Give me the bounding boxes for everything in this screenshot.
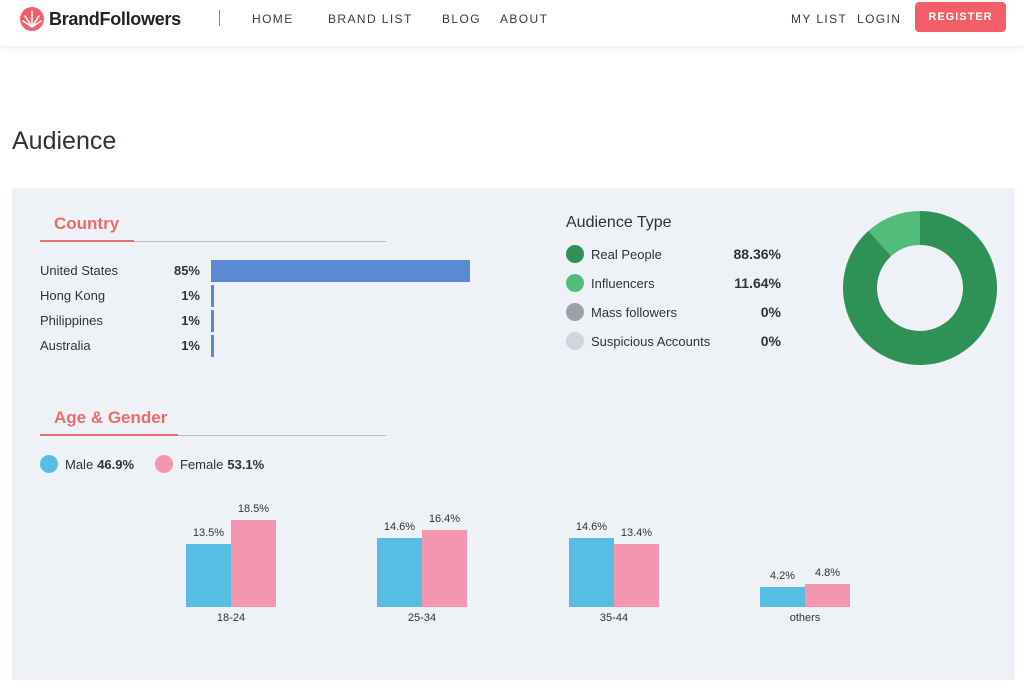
age-group-label: 18-24 xyxy=(216,612,246,624)
audience-type-donut-chart xyxy=(843,211,997,365)
country-bar xyxy=(211,285,215,307)
brand-name: BrandFollowers xyxy=(49,8,181,29)
female-legend-dot-icon xyxy=(155,455,173,473)
country-heading-accent xyxy=(40,240,134,242)
audience-type-row: Real People 88.36% xyxy=(566,243,786,265)
country-row: Hong Kong 1% xyxy=(40,285,480,307)
country-percent: 1% xyxy=(181,288,200,303)
nav-link-blog[interactable]: BLOG xyxy=(442,12,481,26)
age-gender-heading-underline xyxy=(40,434,386,436)
male-bar xyxy=(377,538,422,607)
audience-type-label: Influencers xyxy=(591,276,655,291)
country-name: Australia xyxy=(40,338,91,353)
country-name: United States xyxy=(40,263,119,278)
female-bar xyxy=(422,529,467,607)
age-group-label: others xyxy=(789,612,821,624)
bar-value-label: 13.5% xyxy=(192,526,225,539)
female-legend: Female 53.1% xyxy=(155,455,264,473)
audience-type-value: 11.64% xyxy=(734,275,781,291)
country-percent: 1% xyxy=(181,338,200,353)
age-gender-heading-accent xyxy=(40,434,178,436)
audience-type-value: 88.36% xyxy=(733,246,781,262)
audience-type-row: Influencers 11.64% xyxy=(566,272,786,294)
country-heading: Country xyxy=(54,214,120,233)
female-legend-label: Female xyxy=(180,456,224,472)
top-navbar: BrandFollowers HOME BRAND LIST BLOG ABOU… xyxy=(0,0,1024,46)
bar-value-label: 13.4% xyxy=(620,526,653,539)
nav-link-home[interactable]: HOME xyxy=(252,12,294,26)
bar-value-label: 14.6% xyxy=(383,521,416,534)
male-bar xyxy=(569,538,614,607)
female-legend-value: 53.1% xyxy=(227,456,265,472)
female-bar xyxy=(614,543,659,607)
legend-dot-icon xyxy=(566,303,584,321)
female-bar xyxy=(805,584,850,607)
male-bar xyxy=(760,587,805,607)
nav-link-my-list[interactable]: MY LIST xyxy=(791,12,848,26)
nav-link-login[interactable]: LOGIN xyxy=(857,12,902,26)
bar-value-label: 16.4% xyxy=(428,512,461,525)
country-name: Philippines xyxy=(40,313,103,328)
legend-dot-icon xyxy=(566,245,584,263)
donut-slice xyxy=(868,211,920,256)
male-bar xyxy=(186,543,231,607)
country-row: United States 85% xyxy=(40,260,480,282)
audience-type-title: Audience Type xyxy=(566,214,672,231)
country-percent: 85% xyxy=(173,263,200,278)
page-title: Audience xyxy=(12,127,117,155)
male-legend-dot-icon xyxy=(40,455,58,473)
audience-type-label: Suspicious Accounts xyxy=(591,334,711,349)
country-percent: 1% xyxy=(181,313,200,328)
bar-value-label: 18.5% xyxy=(237,503,270,515)
country-bar xyxy=(211,335,215,357)
nav-link-brand-list[interactable]: BRAND LIST xyxy=(328,12,413,26)
nav-link-about[interactable]: ABOUT xyxy=(500,12,549,26)
country-row: Philippines 1% xyxy=(40,310,480,332)
bar-value-label: 14.6% xyxy=(575,521,608,534)
country-bar xyxy=(211,310,215,332)
age-group-label: 35-44 xyxy=(599,612,629,624)
female-bar xyxy=(231,520,276,607)
country-name: Hong Kong xyxy=(40,288,106,303)
male-legend-value: 46.9% xyxy=(97,456,135,472)
brand-logo[interactable]: BrandFollowers xyxy=(20,6,181,32)
donut-slice xyxy=(843,211,997,365)
audience-type-value: 0% xyxy=(760,304,781,320)
register-button[interactable]: REGISTER xyxy=(915,2,1006,32)
country-row: Australia 1% xyxy=(40,335,480,357)
bar-value-label: 4.2% xyxy=(769,570,796,583)
bar-value-label: 4.8% xyxy=(814,567,841,580)
male-legend: Male 46.9% xyxy=(40,455,134,473)
audience-type-row: Mass followers 0% xyxy=(566,301,786,323)
legend-dot-icon xyxy=(566,274,584,292)
legend-dot-icon xyxy=(566,332,584,350)
country-bar xyxy=(211,260,470,282)
country-heading-underline xyxy=(40,240,386,242)
audience-type-label: Real People xyxy=(591,247,662,262)
audience-type-row: Suspicious Accounts 0% xyxy=(566,330,786,352)
brand-logo-icon xyxy=(20,7,44,31)
age-group-label: 25-34 xyxy=(407,612,437,624)
audience-type-value: 0% xyxy=(760,333,781,349)
audience-type-label: Mass followers xyxy=(591,305,677,320)
age-gender-heading: Age & Gender xyxy=(54,408,168,427)
male-legend-label: Male xyxy=(65,456,94,472)
nav-divider xyxy=(219,10,220,26)
